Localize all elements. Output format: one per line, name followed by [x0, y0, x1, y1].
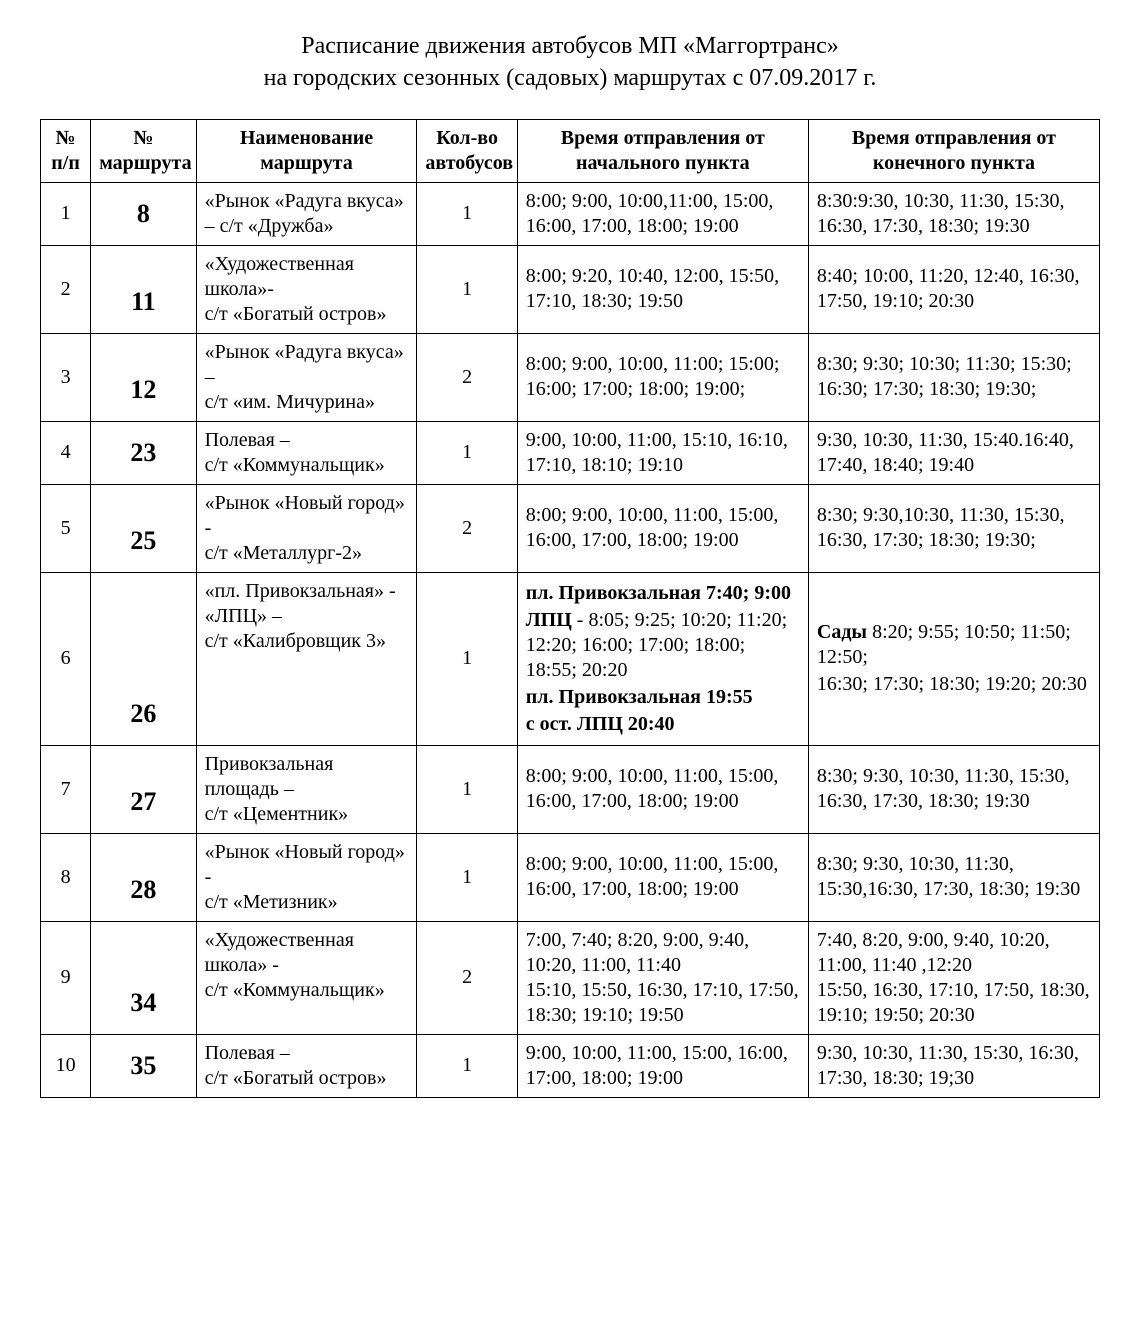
table-header-row: № п/п № маршрута Наименование маршрута К… [41, 119, 1100, 182]
cell-route-number: 23 [91, 421, 196, 484]
cell-departure-start: 8:00; 9:00, 10:00, 11:00, 15:00, 16:00, … [517, 484, 808, 572]
cell-route-number: 12 [91, 333, 196, 421]
cell-route-name: Полевая –с/т «Коммунальщик» [196, 421, 417, 484]
cell-bus-count: 1 [417, 572, 517, 745]
title-line-1: Расписание движения автобусов МП «Маггор… [301, 33, 839, 59]
cell-departure-end: 9:30, 10:30, 11:30, 15:30, 16:30, 17:30,… [808, 1034, 1099, 1097]
table-row: 1035Полевая –с/т «Богатый остров»19:00, … [41, 1034, 1100, 1097]
schedule-table: № п/п № маршрута Наименование маршрута К… [40, 119, 1100, 1098]
cell-departure-end: 7:40, 8:20, 9:00, 9:40, 10:20, 11:00, 11… [808, 921, 1099, 1034]
cell-pp: 3 [41, 333, 91, 421]
table-row: 18«Рынок «Радуга вкуса» – с/т «Дружба»1 … [41, 182, 1100, 245]
cell-pp: 9 [41, 921, 91, 1034]
table-row: 934«Художественная школа» -с/т «Коммунал… [41, 921, 1100, 1034]
cell-route-number: 25 [91, 484, 196, 572]
cell-route-number: 27 [91, 745, 196, 833]
cell-departure-end: 8:30:9:30, 10:30, 11:30, 15:30, 16:30, 1… [808, 182, 1099, 245]
cell-departure-start: 8:00; 9:00, 10:00,11:00, 15:00, 16:00, 1… [517, 182, 808, 245]
table-row: 423Полевая –с/т «Коммунальщик»19:00, 10:… [41, 421, 1100, 484]
cell-bus-count: 2 [417, 484, 517, 572]
cell-pp: 10 [41, 1034, 91, 1097]
cell-pp: 4 [41, 421, 91, 484]
col-dep-end: Время отправления от конечного пункта [808, 119, 1099, 182]
cell-bus-count: 1 [417, 421, 517, 484]
cell-route-name: «Рынок «Новый город» -с/т «Метизник» [196, 833, 417, 921]
table-row: 727Привокзальная площадь –с/т «Цементник… [41, 745, 1100, 833]
cell-route-name: Полевая –с/т «Богатый остров» [196, 1034, 417, 1097]
cell-route-number: 26 [91, 572, 196, 745]
cell-bus-count: 1 [417, 245, 517, 333]
cell-departure-end: 8:30; 9:30; 10:30; 11:30; 15:30; 16:30; … [808, 333, 1099, 421]
cell-pp: 5 [41, 484, 91, 572]
cell-pp: 8 [41, 833, 91, 921]
cell-route-number: 35 [91, 1034, 196, 1097]
table-row: 525«Рынок «Новый город» -с/т «Металлург-… [41, 484, 1100, 572]
title-line-2: на городских сезонных (садовых) маршрута… [264, 65, 877, 91]
col-name: Наименование маршрута [196, 119, 417, 182]
cell-route-number: 34 [91, 921, 196, 1034]
cell-route-name: «пл. Привокзальная» - «ЛПЦ» –с/т «Калибр… [196, 572, 417, 745]
cell-route-name: Привокзальная площадь –с/т «Цементник» [196, 745, 417, 833]
cell-departure-end: 8:30; 9:30, 10:30, 11:30, 15:30, 16:30, … [808, 745, 1099, 833]
cell-route-name: «Рынок «Радуга вкуса» –с/т «им. Мичурина… [196, 333, 417, 421]
cell-departure-start: 8:00; 9:00, 10:00, 11:00, 15:00, 16:00, … [517, 745, 808, 833]
cell-departure-end: 9:30, 10:30, 11:30, 15:40.16:40, 17:40, … [808, 421, 1099, 484]
cell-bus-count: 1 [417, 1034, 517, 1097]
cell-bus-count: 1 [417, 182, 517, 245]
cell-departure-start: 8:00; 9:00, 10:00, 11:00; 15:00; 16:00; … [517, 333, 808, 421]
cell-departure-start: 8:00; 9:20, 10:40, 12:00, 15:50, 17:10, … [517, 245, 808, 333]
col-dep-start: Время отправления от начального пункта [517, 119, 808, 182]
cell-departure-start: 8:00; 9:00, 10:00, 11:00, 15:00, 16:00, … [517, 833, 808, 921]
table-row: 211«Художественная школа»- с/т «Богатый … [41, 245, 1100, 333]
cell-bus-count: 1 [417, 745, 517, 833]
cell-departure-start: пл. Привокзальная 7:40; 9:00ЛПЦ - 8:05; … [517, 572, 808, 745]
cell-departure-end: 8:40; 10:00, 11:20, 12:40, 16:30, 17:50,… [808, 245, 1099, 333]
cell-pp: 2 [41, 245, 91, 333]
cell-departure-start: 9:00, 10:00, 11:00, 15:00, 16:00, 17:00,… [517, 1034, 808, 1097]
cell-route-number: 11 [91, 245, 196, 333]
cell-pp: 7 [41, 745, 91, 833]
cell-route-number: 8 [91, 182, 196, 245]
cell-departure-start: 9:00, 10:00, 11:00, 15:10, 16:10, 17:10,… [517, 421, 808, 484]
col-count: Кол-во автобусов [417, 119, 517, 182]
table-row: 626«пл. Привокзальная» - «ЛПЦ» –с/т «Кал… [41, 572, 1100, 745]
cell-departure-start: 7:00, 7:40; 8:20, 9:00, 9:40, 10:20, 11:… [517, 921, 808, 1034]
cell-bus-count: 1 [417, 833, 517, 921]
cell-route-name: «Рынок «Новый город» -с/т «Металлург-2» [196, 484, 417, 572]
cell-departure-end: Сады 8:20; 9:55; 10:50; 11:50; 12:50;16:… [808, 572, 1099, 745]
cell-route-name: «Художественная школа»- с/т «Богатый ост… [196, 245, 417, 333]
cell-route-number: 28 [91, 833, 196, 921]
cell-route-name: «Художественная школа» -с/т «Коммунальщи… [196, 921, 417, 1034]
cell-departure-end: 8:30; 9:30,10:30, 11:30, 15:30, 16:30, 1… [808, 484, 1099, 572]
table-body: 18«Рынок «Радуга вкуса» – с/т «Дружба»1 … [41, 182, 1100, 1097]
cell-pp: 1 [41, 182, 91, 245]
page-title: Расписание движения автобусов МП «Маггор… [40, 30, 1100, 95]
col-route: № маршрута [91, 119, 196, 182]
cell-route-name: «Рынок «Радуга вкуса» – с/т «Дружба» [196, 182, 417, 245]
cell-bus-count: 2 [417, 333, 517, 421]
cell-departure-end: 8:30; 9:30, 10:30, 11:30, 15:30,16:30, 1… [808, 833, 1099, 921]
cell-bus-count: 2 [417, 921, 517, 1034]
cell-pp: 6 [41, 572, 91, 745]
col-pp: № п/п [41, 119, 91, 182]
table-row: 312«Рынок «Радуга вкуса» –с/т «им. Мичур… [41, 333, 1100, 421]
table-row: 828«Рынок «Новый город» -с/т «Метизник»1… [41, 833, 1100, 921]
